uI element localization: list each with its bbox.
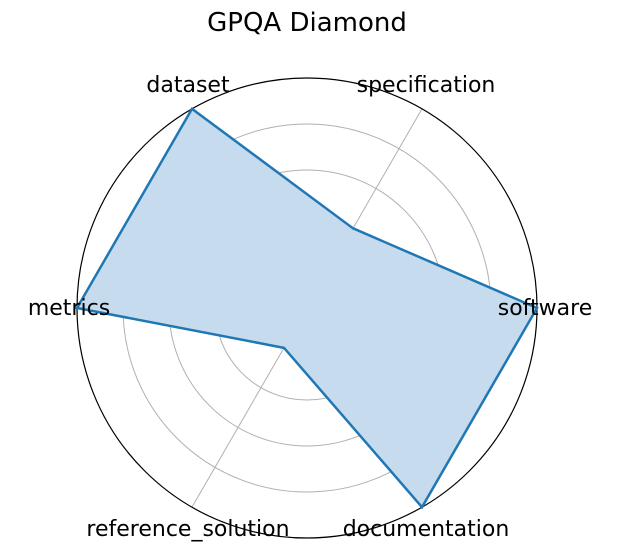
axis-label-dataset: dataset: [146, 73, 230, 98]
axis-label-metrics: metrics: [28, 296, 110, 321]
series-line: [75, 106, 539, 510]
series-area: [77, 108, 537, 508]
axis-label-documentation: documentation: [343, 517, 510, 542]
axis-label-reference_solution: reference_solution: [86, 517, 289, 542]
axis-label-specification: specification: [357, 73, 496, 98]
chart-title: GPQA Diamond: [207, 8, 407, 38]
series-layer: [75, 106, 539, 510]
axis-label-software: software: [498, 296, 592, 321]
axis-labels: software specification dataset metrics refer…: [28, 73, 592, 542]
